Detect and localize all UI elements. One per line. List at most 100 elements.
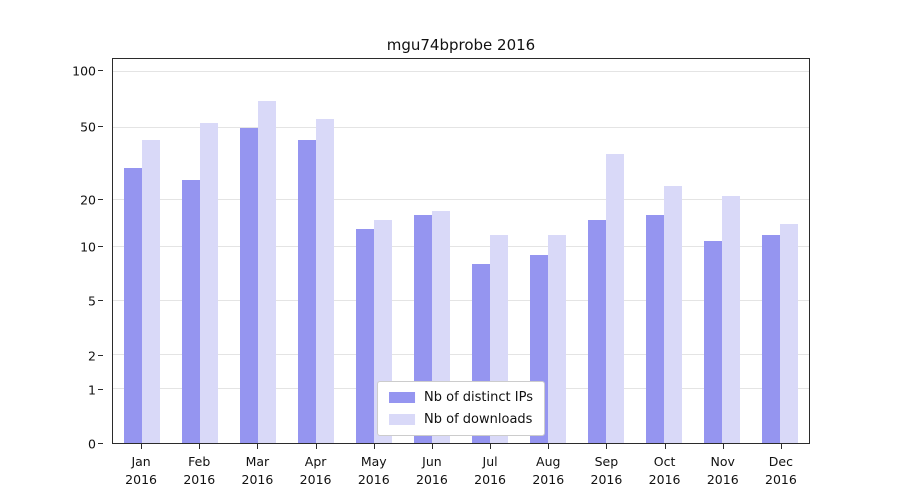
bar-downloads-nov	[722, 196, 740, 443]
x-tick-year-jun: 2016	[416, 472, 448, 488]
x-tick-month-mar: Mar	[245, 454, 270, 469]
y-tick-label-50: 50	[80, 119, 96, 135]
y-tick-label-2: 2	[88, 348, 96, 364]
y-tick-label-100: 100	[72, 63, 96, 79]
x-tick-month-jun: Jun	[422, 454, 442, 469]
y-tick-mark-20	[98, 199, 103, 201]
x-tick-mark-may	[373, 444, 375, 449]
legend-item-downloads: Nb of downloads	[389, 412, 533, 427]
gridline-y-100	[113, 71, 809, 73]
x-tick-mark-sep	[606, 444, 608, 449]
bar-distinct-ips-mar	[240, 127, 258, 443]
x-tick-year-oct: 2016	[648, 472, 681, 488]
y-tick-mark-50	[98, 126, 103, 128]
bar-downloads-dec	[780, 224, 798, 443]
x-tick-month-feb: Feb	[188, 454, 211, 469]
y-tick-label-5: 5	[88, 293, 96, 309]
x-tick-mark-jun	[431, 444, 433, 449]
bar-downloads-jan	[142, 139, 160, 443]
y-tick-mark-2	[98, 355, 103, 356]
legend-swatch-downloads	[389, 414, 416, 425]
y-tick-label-0: 0	[88, 436, 96, 452]
x-tick-year-apr: 2016	[299, 472, 332, 488]
y-tick-label-10: 10	[80, 239, 96, 255]
x-tick-year-may: 2016	[357, 472, 390, 488]
x-tick-month-may: May	[360, 454, 387, 469]
bar-downloads-oct	[664, 185, 682, 443]
legend-label-distinct-ips: Nb of distinct IPs	[424, 390, 533, 405]
gridline-y-5	[113, 299, 809, 301]
x-tick-month-oct: Oct	[653, 454, 676, 469]
x-tick-mark-apr	[315, 444, 317, 449]
x-tick-year-mar: 2016	[241, 472, 274, 488]
x-tick-mark-feb	[199, 444, 201, 449]
x-tick-label-may: May 2016	[358, 453, 390, 489]
bar-distinct-ips-sep	[588, 219, 606, 443]
y-tick-label-1: 1	[88, 382, 96, 398]
x-axis: Jan 2016 Feb 2016 Mar 2016 Apr 2016 May 2016 Jun 20…	[112, 444, 810, 496]
chart-legend: Nb of distinct IPs Nb of downloads	[377, 381, 545, 436]
y-tick-mark-0	[98, 443, 103, 444]
x-tick-mark-jan	[141, 444, 143, 449]
bar-distinct-ips-oct	[646, 215, 664, 443]
x-tick-label-sep: Sep 2016	[591, 453, 623, 489]
plot-area: Nb of distinct IPs Nb of downloads	[112, 58, 810, 444]
bar-downloads-apr	[316, 118, 334, 443]
bar-downloads-aug	[548, 234, 566, 443]
x-tick-label-nov: Nov 2016	[707, 453, 739, 489]
bar-downloads-mar	[258, 100, 276, 443]
bar-distinct-ips-feb	[182, 179, 200, 443]
bar-distinct-ips-dec	[762, 234, 780, 443]
x-tick-month-jul: Jul	[482, 454, 498, 469]
bar-distinct-ips-apr	[298, 139, 316, 443]
chart-title: mgu74bprobe 2016	[386, 36, 536, 54]
x-tick-label-aug: Aug 2016	[532, 453, 564, 489]
x-tick-year-jul: 2016	[474, 472, 506, 488]
x-tick-mark-mar	[257, 444, 259, 449]
x-tick-label-apr: Apr 2016	[300, 453, 332, 489]
y-tick-mark-1	[98, 388, 103, 390]
legend-swatch-distinct-ips	[389, 392, 416, 403]
x-tick-mark-oct	[664, 444, 666, 449]
y-axis: 0 1 2 5 10 20 50 100	[0, 58, 112, 452]
bar-downloads-feb	[200, 123, 218, 443]
x-tick-year-feb: 2016	[183, 472, 216, 488]
x-tick-year-dec: 2016	[765, 472, 797, 488]
x-tick-year-nov: 2016	[706, 472, 739, 488]
x-tick-month-sep: Sep	[594, 454, 619, 469]
y-tick-mark-100	[98, 70, 103, 72]
x-tick-month-dec: Dec	[768, 454, 793, 469]
x-tick-label-dec: Dec 2016	[765, 453, 797, 489]
x-tick-label-mar: Mar 2016	[242, 453, 274, 489]
x-tick-month-jan: Jan	[131, 454, 151, 469]
bar-distinct-ips-jan	[124, 168, 142, 443]
gridline-y-50	[113, 126, 809, 128]
y-tick-mark-10	[98, 246, 103, 248]
bar-distinct-ips-nov	[704, 240, 722, 443]
x-tick-mark-jul	[490, 444, 492, 449]
x-tick-label-oct: Oct 2016	[649, 453, 681, 489]
bar-distinct-ips-may	[356, 229, 374, 443]
x-tick-year-aug: 2016	[532, 472, 565, 488]
legend-label-downloads: Nb of downloads	[424, 412, 533, 427]
x-tick-year-sep: 2016	[590, 472, 623, 488]
x-tick-label-jan: Jan 2016	[125, 453, 157, 489]
x-tick-label-feb: Feb 2016	[183, 453, 215, 489]
x-tick-label-jun: Jun 2016	[416, 453, 448, 489]
x-tick-mark-dec	[780, 444, 782, 449]
bar-downloads-sep	[606, 153, 624, 443]
legend-item-distinct-ips: Nb of distinct IPs	[389, 390, 533, 405]
x-tick-year-jan: 2016	[125, 472, 157, 488]
y-tick-label-20: 20	[80, 192, 96, 208]
x-tick-label-jul: Jul 2016	[474, 453, 506, 489]
gridline-y-2	[113, 354, 809, 356]
x-tick-month-apr: Apr	[304, 454, 327, 469]
x-tick-month-aug: Aug	[536, 454, 561, 469]
gridline-y-20	[113, 199, 809, 201]
gridline-y-10	[113, 246, 809, 248]
x-tick-mark-aug	[548, 444, 550, 449]
x-tick-mark-nov	[722, 444, 724, 449]
y-tick-mark-5	[98, 300, 103, 302]
x-tick-month-nov: Nov	[710, 454, 735, 469]
